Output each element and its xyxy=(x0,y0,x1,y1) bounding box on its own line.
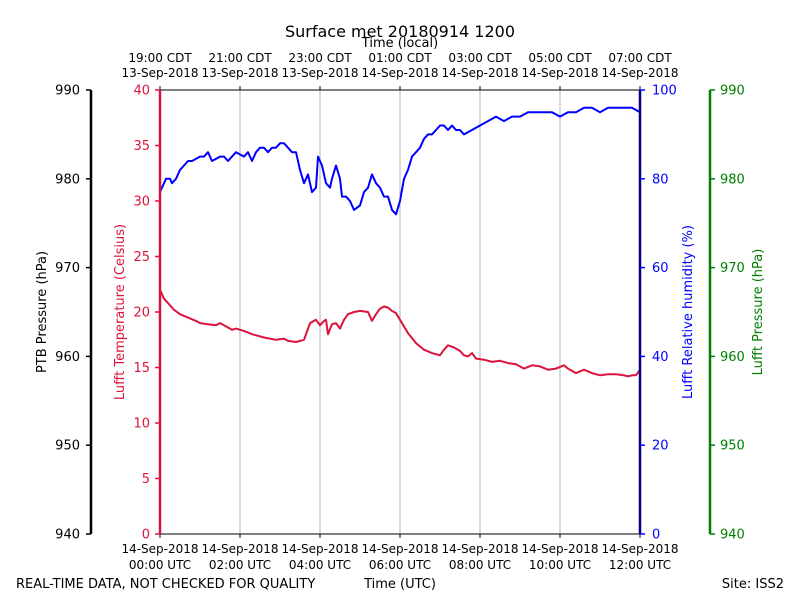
ptb-pressure-tick-label-5: 990 xyxy=(55,84,80,99)
lufft-pressure-tick-label-5: 990 xyxy=(720,84,745,99)
top-tick-time-0: 19:00 CDT xyxy=(128,51,192,65)
temperature-tick-label-3: 15 xyxy=(133,361,150,376)
lufft-pressure-tick-label-4: 980 xyxy=(720,172,745,187)
top-tick-date-3: 14-Sep-2018 xyxy=(361,66,438,80)
top-tick-time-4: 03:00 CDT xyxy=(448,51,512,65)
ptb-pressure-axis-label: PTB Pressure (hPa) xyxy=(35,251,50,373)
bottom-tick-time-6: 12:00 UTC xyxy=(609,558,671,572)
humidity-series-line xyxy=(159,106,641,216)
top-tick-time-1: 21:00 CDT xyxy=(208,51,272,65)
grid-layer xyxy=(239,90,561,534)
ptb-pressure-tick-label-3: 970 xyxy=(55,261,80,276)
temperature-series-line xyxy=(159,289,641,378)
lufft-pressure-tick-label-0: 940 xyxy=(720,528,745,543)
ptb-pressure-tick-label-0: 940 xyxy=(55,528,80,543)
top-tick-date-6: 14-Sep-2018 xyxy=(601,66,678,80)
top-axis-label: Time (local) xyxy=(361,36,438,51)
chart-title: Surface met 20180914 1200 xyxy=(285,22,515,41)
temperature-tick-label-1: 5 xyxy=(142,472,150,487)
temperature-axis-label: Lufft Temperature (Celsius) xyxy=(113,224,128,400)
temperature-tick-label-7: 35 xyxy=(133,139,150,154)
bottom-axis-ticks: 14-Sep-2018 00:00 UTC 14-Sep-2018 02:00 UTC… xyxy=(121,534,679,572)
humidity-tick-label-1: 20 xyxy=(652,439,669,454)
bottom-tick-date-0: 14-Sep-2018 xyxy=(121,542,198,556)
top-tick-date-5: 14-Sep-2018 xyxy=(521,66,598,80)
top-tick-time-6: 07:00 CDT xyxy=(608,51,672,65)
top-tick-date-2: 13-Sep-2018 xyxy=(281,66,358,80)
temperature-axis: 0 5 10 15 20 25 30 35 40 xyxy=(133,84,160,543)
top-tick-time-5: 05:00 CDT xyxy=(528,51,592,65)
bottom-tick-time-1: 02:00 UTC xyxy=(209,558,271,572)
temperature-tick-label-6: 30 xyxy=(133,195,150,210)
ptb-pressure-tick-label-1: 950 xyxy=(55,439,80,454)
x-axis-label: Time (UTC) xyxy=(363,577,436,592)
temperature-tick-label-2: 10 xyxy=(133,417,150,432)
top-tick-date-4: 14-Sep-2018 xyxy=(441,66,518,80)
bottom-tick-time-0: 00:00 UTC xyxy=(129,558,191,572)
lufft-pressure-tick-label-3: 970 xyxy=(720,261,745,276)
bottom-tick-date-4: 14-Sep-2018 xyxy=(441,542,518,556)
top-tick-date-0: 13-Sep-2018 xyxy=(121,66,198,80)
humidity-tick-label-4: 80 xyxy=(652,172,669,187)
humidity-axis: 0 20 40 60 80 100 xyxy=(640,84,677,543)
humidity-tick-label-5: 100 xyxy=(652,84,677,99)
top-tick-time-2: 23:00 CDT xyxy=(288,51,352,65)
bottom-tick-date-5: 14-Sep-2018 xyxy=(521,542,598,556)
bottom-tick-date-2: 14-Sep-2018 xyxy=(281,542,358,556)
top-tick-time-3: 01:00 CDT xyxy=(368,51,432,65)
temperature-tick-label-4: 20 xyxy=(133,306,150,321)
quality-disclaimer: REAL-TIME DATA, NOT CHECKED FOR QUALITY xyxy=(16,577,315,592)
lufft-pressure-tick-label-2: 960 xyxy=(720,350,745,365)
bottom-tick-time-4: 08:00 UTC xyxy=(449,558,511,572)
ptb-pressure-axis: 940 950 960 970 980 990 xyxy=(55,84,93,543)
top-tick-date-1: 13-Sep-2018 xyxy=(201,66,278,80)
bottom-tick-time-2: 04:00 UTC xyxy=(289,558,351,572)
series-layer xyxy=(159,106,641,378)
humidity-tick-label-3: 60 xyxy=(652,261,669,276)
bottom-tick-date-1: 14-Sep-2018 xyxy=(201,542,278,556)
temperature-tick-label-5: 25 xyxy=(133,250,150,265)
temperature-tick-label-0: 0 xyxy=(142,528,150,543)
lufft-pressure-tick-label-1: 950 xyxy=(720,439,745,454)
site-label: Site: ISS2 xyxy=(722,577,784,592)
humidity-tick-label-0: 0 xyxy=(652,528,660,543)
bottom-tick-time-3: 06:00 UTC xyxy=(369,558,431,572)
bottom-tick-date-6: 14-Sep-2018 xyxy=(601,542,678,556)
humidity-axis-label: Lufft Relative humidity (%) xyxy=(681,225,696,399)
lufft-pressure-axis-label: Lufft Pressure (hPa) xyxy=(751,249,766,376)
lufft-pressure-axis: 940 950 960 970 980 990 xyxy=(708,84,745,543)
ptb-pressure-tick-label-4: 980 xyxy=(55,172,80,187)
ptb-pressure-tick-label-2: 960 xyxy=(55,350,80,365)
humidity-tick-label-2: 40 xyxy=(652,350,669,365)
temperature-tick-label-8: 40 xyxy=(133,84,150,99)
bottom-tick-date-3: 14-Sep-2018 xyxy=(361,542,438,556)
bottom-tick-time-5: 10:00 UTC xyxy=(529,558,591,572)
